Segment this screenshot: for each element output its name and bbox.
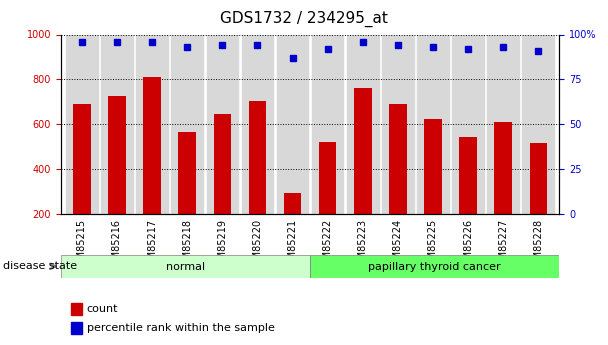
Bar [424, 119, 442, 214]
Text: GDS1732 / 234295_at: GDS1732 / 234295_at [220, 10, 388, 27]
Bar [277, 34, 308, 214]
Bar [249, 101, 266, 214]
Bar [284, 193, 302, 214]
Bar [347, 34, 379, 214]
Bar [101, 34, 133, 214]
Bar [319, 142, 336, 214]
Bar [494, 122, 512, 214]
Text: disease state: disease state [3, 262, 77, 271]
Bar [71, 322, 81, 334]
Bar [178, 132, 196, 214]
Bar [143, 77, 161, 214]
Bar [459, 137, 477, 214]
Bar [312, 34, 344, 214]
Bar [354, 88, 371, 214]
Bar [382, 34, 413, 214]
Text: papillary thyroid cancer: papillary thyroid cancer [368, 262, 501, 272]
Bar [71, 303, 81, 315]
Bar [213, 114, 231, 214]
Text: normal: normal [166, 262, 205, 272]
Bar [522, 34, 554, 214]
Bar [241, 34, 273, 214]
Bar [66, 34, 98, 214]
Bar [530, 143, 547, 214]
Bar [310, 255, 559, 278]
Bar [61, 255, 310, 278]
Bar [171, 34, 203, 214]
Bar [207, 34, 238, 214]
Bar [452, 34, 484, 214]
Text: percentile rank within the sample: percentile rank within the sample [87, 323, 275, 333]
Text: count: count [87, 304, 118, 314]
Bar [108, 96, 126, 214]
Bar [488, 34, 519, 214]
Bar [417, 34, 449, 214]
Bar [389, 104, 407, 214]
Bar [73, 104, 91, 214]
Bar [136, 34, 168, 214]
